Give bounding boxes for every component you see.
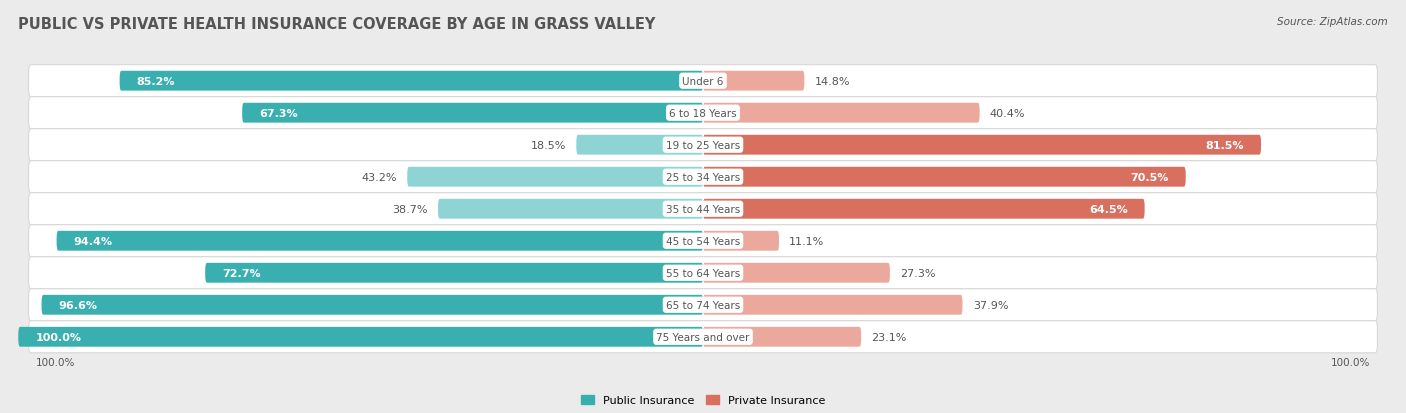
Text: 45 to 54 Years: 45 to 54 Years [666,236,740,246]
Text: 37.9%: 37.9% [973,300,1008,310]
FancyBboxPatch shape [56,231,703,251]
Text: 85.2%: 85.2% [136,76,176,86]
Legend: Public Insurance, Private Insurance: Public Insurance, Private Insurance [576,390,830,410]
Text: 27.3%: 27.3% [900,268,936,278]
FancyBboxPatch shape [439,199,703,219]
FancyBboxPatch shape [120,71,703,91]
Text: 96.6%: 96.6% [59,300,97,310]
FancyBboxPatch shape [28,129,1378,161]
Text: 11.1%: 11.1% [789,236,824,246]
FancyBboxPatch shape [42,295,703,315]
FancyBboxPatch shape [703,295,963,315]
FancyBboxPatch shape [703,104,980,123]
Text: 18.5%: 18.5% [530,140,567,150]
Text: Under 6: Under 6 [682,76,724,86]
FancyBboxPatch shape [205,263,703,283]
FancyBboxPatch shape [703,199,1144,219]
Text: 38.7%: 38.7% [392,204,427,214]
Text: 23.1%: 23.1% [872,332,907,342]
FancyBboxPatch shape [18,327,703,347]
FancyBboxPatch shape [703,327,860,347]
FancyBboxPatch shape [28,257,1378,289]
Text: 70.5%: 70.5% [1130,172,1168,182]
Text: 35 to 44 Years: 35 to 44 Years [666,204,740,214]
Text: 64.5%: 64.5% [1088,204,1128,214]
Text: 40.4%: 40.4% [990,109,1025,119]
FancyBboxPatch shape [703,167,1185,187]
FancyBboxPatch shape [408,167,703,187]
FancyBboxPatch shape [28,193,1378,225]
Text: 94.4%: 94.4% [73,236,112,246]
Text: 43.2%: 43.2% [361,172,396,182]
FancyBboxPatch shape [703,263,890,283]
Text: 55 to 64 Years: 55 to 64 Years [666,268,740,278]
FancyBboxPatch shape [242,104,703,123]
FancyBboxPatch shape [576,135,703,155]
Text: Source: ZipAtlas.com: Source: ZipAtlas.com [1277,17,1388,26]
Text: 25 to 34 Years: 25 to 34 Years [666,172,740,182]
FancyBboxPatch shape [28,289,1378,321]
Text: 14.8%: 14.8% [814,76,851,86]
Text: 67.3%: 67.3% [259,109,298,119]
FancyBboxPatch shape [28,321,1378,353]
Text: 100.0%: 100.0% [1331,357,1371,367]
Text: 6 to 18 Years: 6 to 18 Years [669,109,737,119]
FancyBboxPatch shape [703,135,1261,155]
FancyBboxPatch shape [703,231,779,251]
FancyBboxPatch shape [703,71,804,91]
Text: 75 Years and over: 75 Years and over [657,332,749,342]
Text: 72.7%: 72.7% [222,268,262,278]
FancyBboxPatch shape [28,225,1378,257]
Text: 65 to 74 Years: 65 to 74 Years [666,300,740,310]
FancyBboxPatch shape [28,97,1378,129]
FancyBboxPatch shape [28,66,1378,97]
Text: PUBLIC VS PRIVATE HEALTH INSURANCE COVERAGE BY AGE IN GRASS VALLEY: PUBLIC VS PRIVATE HEALTH INSURANCE COVER… [18,17,655,31]
FancyBboxPatch shape [28,161,1378,193]
Text: 100.0%: 100.0% [35,332,82,342]
Text: 81.5%: 81.5% [1205,140,1244,150]
Text: 100.0%: 100.0% [35,357,75,367]
Text: 19 to 25 Years: 19 to 25 Years [666,140,740,150]
